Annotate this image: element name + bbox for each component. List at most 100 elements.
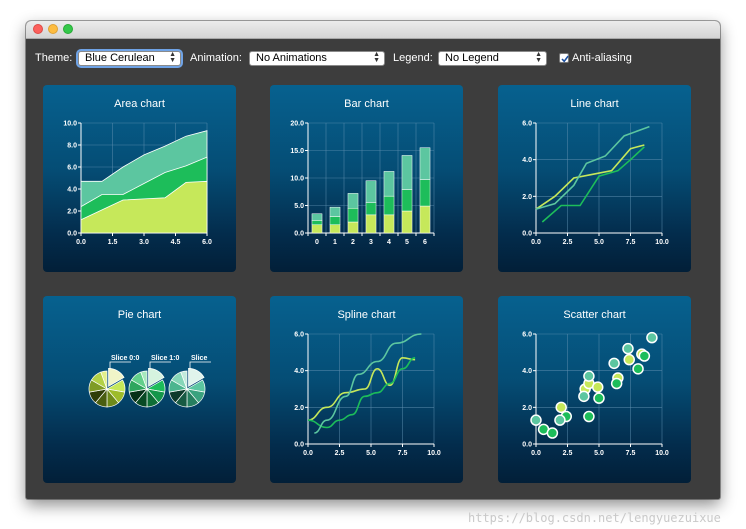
scatter-chart-point <box>554 414 566 426</box>
spline-chart-y-tick-label: 2.0 <box>294 405 304 412</box>
legend-label: Legend: <box>393 52 433 64</box>
line-chart-y-tick-label: 0.0 <box>522 231 532 238</box>
area-chart-y-tick-label: 2.0 <box>67 209 77 216</box>
line-chart-title: Line chart <box>570 98 619 110</box>
scatter-chart-point <box>646 331 658 344</box>
spline-chart-series-line <box>307 357 416 429</box>
legend-combobox-value: No Legend <box>445 52 499 64</box>
scatter-chart-point <box>632 363 644 375</box>
line-chart-series-line <box>541 146 645 223</box>
area-chart-series-area <box>80 180 208 234</box>
bar-chart-bar <box>329 224 341 234</box>
bar-chart-y-tick-label: 10.0 <box>290 176 304 183</box>
antialiasing-label: Anti-aliasing <box>572 52 632 64</box>
pie-chart-svg: Slice 0:0 Slice 1:0 Slice <box>88 355 211 408</box>
scatter-chart-point <box>638 350 651 362</box>
checkmark-icon <box>561 55 569 63</box>
line-chart-series-line <box>535 144 645 210</box>
bar-chart-bar <box>311 224 323 234</box>
line-chart-x-tick-label: 2.5 <box>563 239 573 246</box>
area-chart-y-tick-label: 8.0 <box>67 143 77 150</box>
spline-chart-y-tick-label: 0.0 <box>294 442 304 449</box>
scatter-chart-title: Scatter chart <box>563 309 626 321</box>
scatter-chart-x-tick-label: 5.0 <box>594 450 604 457</box>
line-chart-x-tick-label: 7.5 <box>626 239 636 246</box>
pie-chart-slice-label: Slice <box>191 355 207 362</box>
close-button[interactable] <box>33 24 43 34</box>
minimize-button[interactable] <box>48 24 58 34</box>
legend-combobox[interactable]: No Legend ▲ ▼ <box>438 51 547 66</box>
scatter-chart-point <box>593 392 605 404</box>
scatter-chart-point <box>591 381 604 393</box>
scatter-chart-point <box>530 414 542 426</box>
chevron-updown-icon: ▲ ▼ <box>169 51 176 64</box>
bar-chart-category-label: 3 <box>369 239 373 246</box>
spline-chart-panel: Spline chart 0.0 2.0 4.0 6.0 0.0 2.5 5.0 7.5 10.0 <box>270 296 463 483</box>
pie-chart-label-leader <box>149 361 171 369</box>
pie-chart-panel: Pie chart Slice 0:0 Slice 1:0 Slice <box>43 296 236 483</box>
spline-chart-x-tick-label: 2.5 <box>335 450 345 457</box>
line-chart-y-tick-label: 2.0 <box>522 194 532 201</box>
scatter-chart-point <box>578 390 590 403</box>
scatter-chart-x-tick-label: 2.5 <box>563 450 573 457</box>
animation-combobox[interactable]: No Animations ▲ ▼ <box>249 51 385 66</box>
scatter-chart-panel: Scatter chart 0.0 2.0 4.0 6.0 0.0 2.5 5.0 7.5 10.… <box>498 296 691 483</box>
scatter-chart-svg: 0.0 2.0 4.0 6.0 0.0 2.5 5.0 7.5 10.0 <box>522 331 669 458</box>
animation-combobox-value: No Animations <box>256 52 327 64</box>
bar-chart-bar <box>365 180 377 203</box>
pie-chart-slice <box>108 368 125 388</box>
bar-chart-title: Bar chart <box>344 98 389 110</box>
pie-chart-label-leader <box>189 361 211 369</box>
spline-chart-x-tick-label: 10.0 <box>427 450 441 457</box>
area-chart-y-tick-label: 6.0 <box>67 165 77 172</box>
bar-chart-bar <box>329 206 341 217</box>
bar-chart-bar <box>401 210 413 234</box>
area-chart-y-tick-label: 4.0 <box>67 187 77 194</box>
line-chart-y-tick-label: 6.0 <box>522 121 532 128</box>
scatter-chart-point <box>583 370 595 382</box>
line-chart-x-tick-label: 10.0 <box>655 239 669 246</box>
bar-chart-bar <box>347 208 359 223</box>
spline-chart-x-tick-label: 0.0 <box>303 450 313 457</box>
scatter-chart-y-tick-label: 2.0 <box>522 405 532 412</box>
bar-chart-panel: Bar chart 0.0 5.0 10.0 15.0 20.0 0 1 2 3 4 5 6 <box>270 85 463 272</box>
bar-chart-bar <box>329 216 341 225</box>
spline-chart-x-tick-label: 7.5 <box>398 450 408 457</box>
bar-chart-bar <box>383 195 395 216</box>
bar-chart-category-label: 4 <box>387 239 391 246</box>
bar-chart-bar <box>419 205 431 234</box>
bar-chart-y-tick-label: 5.0 <box>294 203 304 210</box>
theme-combobox[interactable]: Blue Cerulean ▲ ▼ <box>78 51 181 66</box>
watermark: https://blog.csdn.net/lengyuezuixue <box>468 511 721 525</box>
theme-label: Theme: <box>35 52 73 64</box>
pie-chart-slice <box>100 370 108 390</box>
theme-combobox-value: Blue Cerulean <box>85 52 155 64</box>
bar-chart-category-label: 5 <box>405 239 409 246</box>
bar-chart-bar <box>419 147 431 180</box>
scatter-chart-point <box>555 401 567 414</box>
bar-chart-bar <box>401 155 413 190</box>
bar-chart-bar <box>401 189 413 212</box>
bar-chart-category-label: 6 <box>423 239 427 246</box>
spline-chart-title: Spline chart <box>337 309 396 321</box>
bar-chart-bar <box>419 179 431 207</box>
bar-chart-bar <box>347 193 359 209</box>
bar-chart-bar <box>365 202 377 216</box>
bar-chart-y-tick-label: 15.0 <box>290 148 304 155</box>
area-chart-svg: 0.0 2.0 4.0 6.0 8.0 10.0 0.0 1.5 3.0 4.5 6.0 <box>63 121 212 247</box>
scatter-chart-y-tick-label: 0.0 <box>522 442 532 449</box>
spline-chart-svg: 0.0 2.0 4.0 6.0 0.0 2.5 5.0 7.5 10.0 <box>294 332 441 458</box>
pie-chart-label-leader <box>109 361 131 369</box>
line-chart-x-tick-label: 0.0 <box>531 239 541 246</box>
area-chart-title: Area chart <box>114 98 165 110</box>
zoom-button[interactable] <box>63 24 73 34</box>
spline-chart-series-line <box>314 333 422 434</box>
bar-chart-y-tick-label: 20.0 <box>290 121 304 128</box>
bar-chart-bar <box>311 213 323 221</box>
antialiasing-checkbox[interactable] <box>559 53 569 63</box>
title-bar <box>26 21 720 39</box>
scatter-chart-point <box>583 410 595 423</box>
line-chart-x-tick-label: 5.0 <box>594 239 604 246</box>
area-chart-x-tick-label: 3.0 <box>139 239 149 246</box>
scatter-chart-point <box>623 353 635 366</box>
